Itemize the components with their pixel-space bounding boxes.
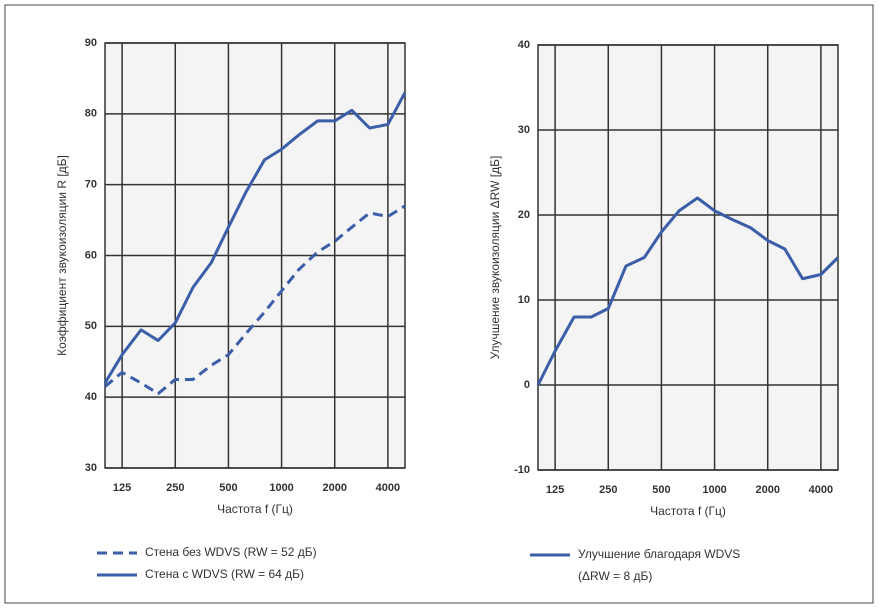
x-tick-label: 1000 (702, 484, 726, 496)
x-tick-label: 500 (652, 484, 670, 496)
y-axis-label: Коэффициент звукоизоляции R [дБ] (55, 155, 69, 356)
x-tick-label: 2000 (755, 484, 779, 496)
plot-area (537, 44, 839, 471)
x-tick-label: 250 (166, 482, 184, 494)
x-tick-label: 1000 (269, 482, 293, 494)
x-axis-label: Частота f (Гц) (217, 502, 293, 516)
x-tick-label: 500 (219, 482, 237, 494)
y-tick-label: -10 (514, 464, 530, 476)
y-tick-label: 40 (518, 39, 530, 51)
y-tick-label: 50 (85, 320, 97, 332)
x-tick-label: 125 (113, 482, 131, 494)
y-tick-label: 0 (524, 379, 530, 391)
x-tick-label: 250 (599, 484, 617, 496)
y-tick-label: 40 (85, 391, 97, 403)
series-line (536, 196, 840, 386)
x-tick-label: 125 (546, 484, 564, 496)
legend-label: Стена без WDVS (RW = 52 дБ) (145, 545, 317, 559)
y-tick-label: 30 (85, 462, 97, 474)
x-tick-label: 4000 (809, 484, 833, 496)
x-axis-label: Частота f (Гц) (650, 504, 726, 518)
y-tick-label: 10 (518, 294, 530, 306)
legend-label: Стена с WDVS (RW = 64 дБ) (145, 567, 304, 581)
legend-note: (ΔRW = 8 дБ) (578, 569, 652, 583)
y-tick-label: 80 (85, 108, 97, 120)
series-line (103, 91, 407, 384)
x-tick-label: 4000 (376, 482, 400, 494)
y-tick-label: 90 (85, 37, 97, 49)
y-axis-label: Улучшение звукоизоляции ΔRW [дБ] (488, 156, 502, 360)
series-line (104, 204, 406, 396)
y-tick-label: 30 (518, 124, 530, 136)
x-tick-label: 2000 (322, 482, 346, 494)
y-tick-label: 60 (85, 249, 97, 261)
y-tick-label: 20 (518, 209, 530, 221)
legend-label: Улучшение благодаря WDVS (578, 547, 740, 561)
y-tick-label: 70 (85, 179, 97, 191)
